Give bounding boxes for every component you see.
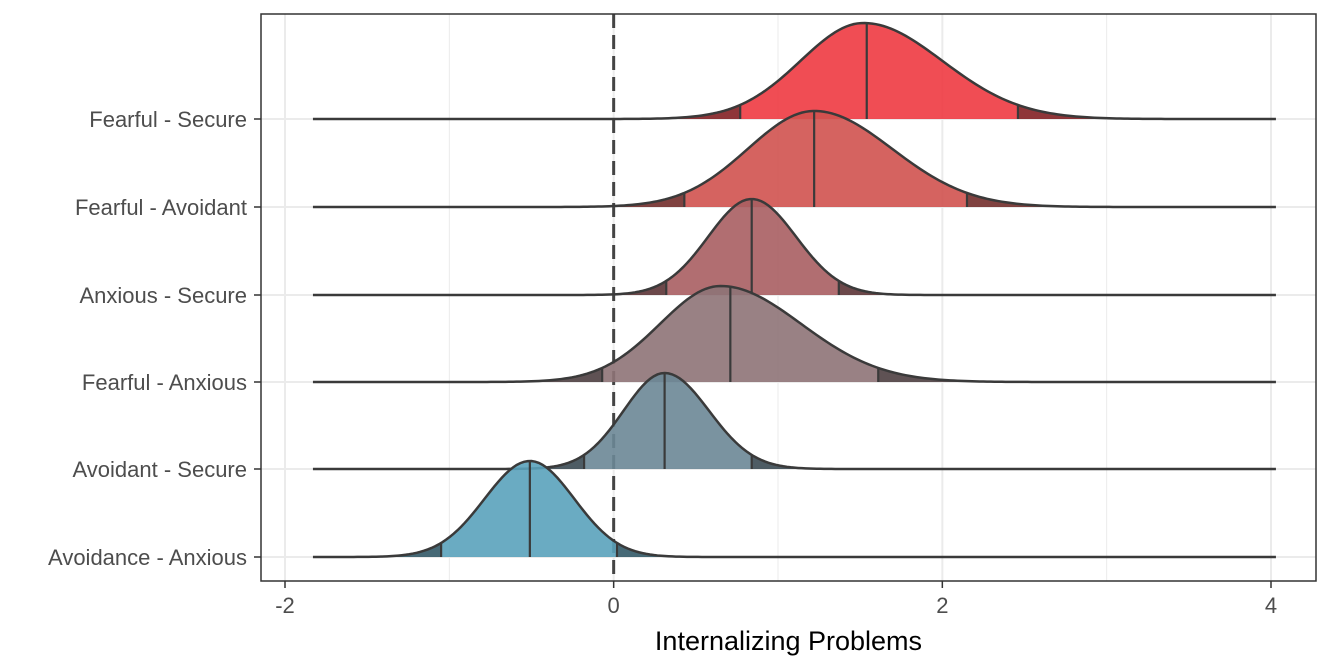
ridge-tail-left [312,104,741,119]
panel-border [260,13,1317,582]
x-tick-label: 2 [936,593,948,618]
y-tick-label: Fearful - Avoidant [75,195,247,220]
y-tick-label: Avoidant - Secure [73,457,247,482]
ridge-tail-left [312,542,442,557]
y-tick-label: Anxious - Secure [79,283,247,308]
ridge-tail-left [312,367,603,382]
x-tick-label: 0 [608,593,620,618]
ridge-outline [312,21,1276,121]
ridge-tail-left [312,454,585,469]
y-tick-label: Fearful - Secure [89,107,247,132]
ridge-interval-fill [584,373,752,469]
y-tick-label: Fearful - Anxious [82,370,247,395]
ridge-tail-left [312,192,685,207]
ridge-tail-right [1017,104,1276,119]
y-tick-label: Avoidance - Anxious [48,545,247,570]
ridge-anxious-secure [312,197,1276,297]
ridge-layer [312,21,1276,559]
ridge-fearful-secure [312,21,1276,121]
ridge-tail-right [616,542,1276,557]
x-tick-label: -2 [275,593,295,618]
ridge-outline [312,197,1276,297]
ridge-outline [312,284,1276,384]
ridge-tail-right [751,454,1276,469]
ridge-fearful-avoidant [312,109,1276,209]
ridge-tail-right [838,280,1276,295]
ridge-fearful-anxious [312,284,1276,384]
x-axis-title: Internalizing Problems [655,626,922,656]
ridge-interval-fill [602,286,879,382]
ridge-avoidant-secure [312,371,1276,471]
ridge-outline [312,459,1276,559]
ridge-avoidance-anxious [312,459,1276,559]
ridge-tail-right [966,192,1276,207]
x-tick-label: 4 [1265,593,1277,618]
ridge-tail-right [878,367,1276,382]
ridge-outline [312,109,1276,209]
axis-layer: -2 0 2 4 Fearful - Secure Fearful - Avoidant A… [48,107,1277,618]
ridge-interval-fill [740,23,1018,119]
ridge-outline [312,371,1276,471]
ridge-interval-fill [684,111,967,207]
